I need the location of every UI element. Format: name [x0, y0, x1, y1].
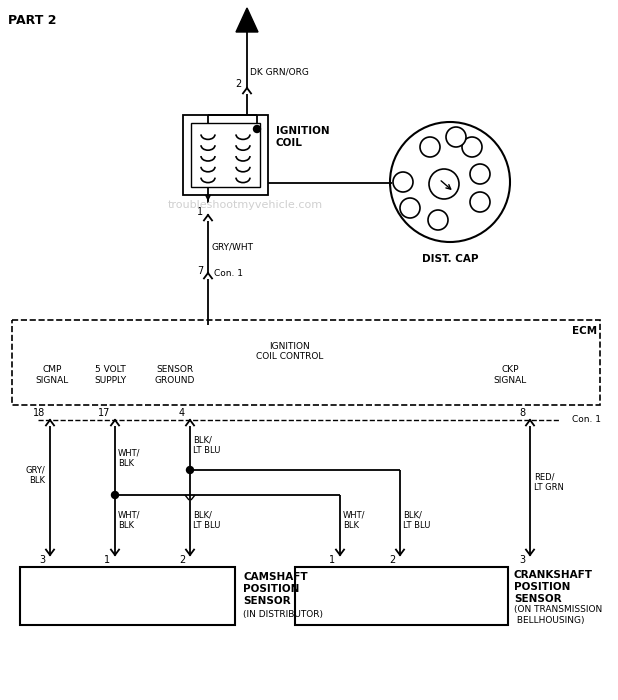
Text: 4: 4	[179, 408, 185, 418]
Text: 2: 2	[400, 177, 407, 187]
Text: DK GRN/ORG: DK GRN/ORG	[250, 67, 309, 76]
Text: WHT/
BLK: WHT/ BLK	[118, 448, 140, 468]
Bar	[20, 567, 235, 625]
FancyBboxPatch shape	[12, 320, 600, 405]
Text: Con. 1: Con. 1	[572, 416, 601, 424]
Bar	[191, 123, 260, 187]
Text: CMP
SIGNAL: CMP SIGNAL	[35, 365, 69, 385]
Text: GRY/WHT: GRY/WHT	[211, 242, 253, 251]
Text: 3: 3	[476, 169, 483, 179]
Text: 18: 18	[33, 408, 45, 418]
Text: 5: 5	[434, 215, 441, 225]
Circle shape	[420, 137, 440, 157]
Text: CKP
SIGNAL: CKP SIGNAL	[493, 365, 527, 385]
Circle shape	[400, 198, 420, 218]
Text: (IN DISTRIBUTOR): (IN DISTRIBUTOR)	[243, 610, 323, 620]
Circle shape	[253, 125, 261, 132]
Circle shape	[429, 169, 459, 199]
Text: 1: 1	[329, 555, 335, 565]
Bar	[295, 567, 508, 625]
Text: 17: 17	[98, 408, 110, 418]
Text: 2: 2	[179, 555, 185, 565]
Text: 7: 7	[407, 203, 413, 213]
Text: 3: 3	[39, 555, 45, 565]
Text: WHT/
BLK: WHT/ BLK	[118, 510, 140, 530]
Text: 2: 2	[389, 555, 395, 565]
Circle shape	[390, 122, 510, 242]
Text: 6: 6	[476, 197, 483, 207]
Text: 8: 8	[519, 408, 525, 418]
Text: 1: 1	[197, 207, 203, 217]
Text: 7: 7	[197, 266, 203, 276]
Text: Con. 1: Con. 1	[214, 269, 243, 277]
Circle shape	[428, 210, 448, 230]
Text: IGNITION
COIL: IGNITION COIL	[276, 126, 329, 148]
Circle shape	[462, 137, 482, 157]
Text: DIST. CAP: DIST. CAP	[421, 254, 478, 264]
Text: SENSOR
GROUND: SENSOR GROUND	[155, 365, 195, 385]
Circle shape	[393, 172, 413, 192]
Text: WHT/
BLK: WHT/ BLK	[343, 510, 365, 530]
Text: 5 VOLT
SUPPLY: 5 VOLT SUPPLY	[94, 365, 126, 385]
Text: 4: 4	[468, 142, 475, 152]
Text: 2: 2	[235, 79, 241, 89]
Polygon shape	[236, 8, 258, 32]
Circle shape	[470, 164, 490, 184]
Text: A: A	[242, 14, 252, 27]
Text: BLK/
LT BLU: BLK/ LT BLU	[403, 510, 430, 530]
Text: RED/
LT GRN: RED/ LT GRN	[534, 473, 564, 491]
Text: ECM: ECM	[572, 326, 597, 336]
Text: GRY/
BLK: GRY/ BLK	[25, 466, 45, 484]
Text: PART 2: PART 2	[8, 14, 56, 27]
Text: CRANKSHAFT
POSITION
SENSOR: CRANKSHAFT POSITION SENSOR	[514, 570, 593, 603]
Text: 1: 1	[426, 142, 433, 152]
Circle shape	[187, 466, 193, 473]
Text: BLK/
LT BLU: BLK/ LT BLU	[193, 510, 221, 530]
Text: CAMSHAFT
POSITION
SENSOR: CAMSHAFT POSITION SENSOR	[243, 573, 308, 605]
Text: 1: 1	[104, 555, 110, 565]
Text: (ON TRANSMISSION
 BELLHOUSING): (ON TRANSMISSION BELLHOUSING)	[514, 606, 603, 624]
Text: troubleshootmyvehicle.com: troubleshootmyvehicle.com	[167, 200, 323, 210]
Text: 8: 8	[452, 132, 459, 142]
Text: IGNITION
COIL CONTROL: IGNITION COIL CONTROL	[256, 342, 324, 361]
Circle shape	[470, 192, 490, 212]
Text: BLK/
LT BLU: BLK/ LT BLU	[193, 435, 221, 455]
Text: 3: 3	[519, 555, 525, 565]
Bar	[183, 115, 268, 195]
Circle shape	[446, 127, 466, 147]
Circle shape	[111, 491, 119, 498]
